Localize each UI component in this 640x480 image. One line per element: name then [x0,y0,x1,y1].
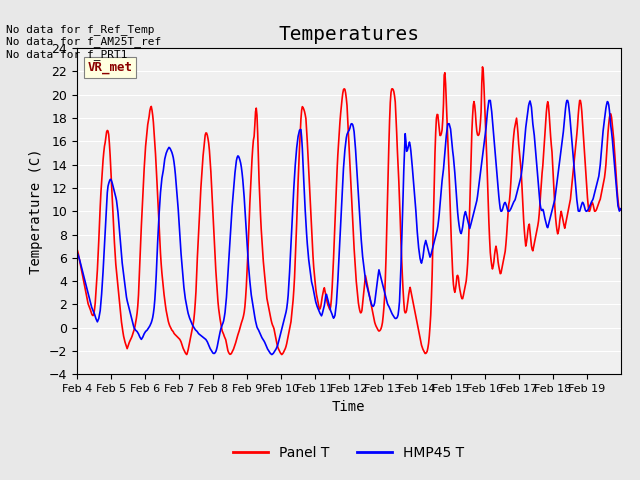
HMP45 T [264,346,271,352]
HMP45 T [485,97,493,103]
HMP45 T [406,139,413,145]
HMP45 T [137,336,145,341]
HMP45 T [285,281,292,287]
HMP45 T [436,203,444,208]
X-axis label: Time: Time [332,400,365,414]
Legend: Panel T, HMP45 T: Panel T, HMP45 T [228,440,470,466]
Text: VR_met: VR_met [88,61,132,74]
Panel T [479,64,486,70]
Y-axis label: Temperature (C): Temperature (C) [29,148,43,274]
Panel T [617,206,625,212]
HMP45 T [237,160,244,166]
Text: No data for f_Ref_Temp
No data for f_AM25T_ref
No data for f_PRT1: No data for f_Ref_Temp No data for f_AM2… [6,24,162,60]
Panel T [237,320,245,326]
Title: Temperatures: Temperatures [278,24,419,44]
HMP45 T [73,249,81,255]
Panel T [137,240,145,245]
HMP45 T [617,206,625,212]
Panel T [183,352,191,358]
Line: Panel T: Panel T [77,67,621,355]
Panel T [406,288,413,293]
Panel T [436,132,444,138]
Panel T [73,246,81,252]
Panel T [264,303,272,309]
Panel T [285,330,292,336]
Line: HMP45 T: HMP45 T [77,100,621,355]
HMP45 T [268,352,276,358]
